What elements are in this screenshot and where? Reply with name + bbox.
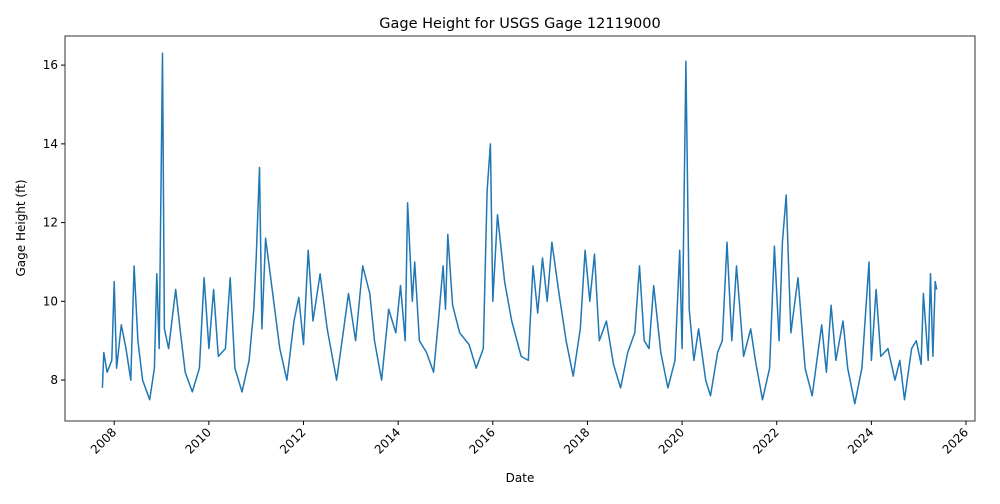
x-axis-label: Date bbox=[506, 471, 535, 485]
chart-title: Gage Height for USGS Gage 12119000 bbox=[379, 16, 660, 32]
plot-frame bbox=[64, 35, 976, 422]
y-tick-label: 14 bbox=[43, 137, 58, 151]
y-tick-label: 8 bbox=[50, 373, 58, 387]
y-tick-label: 16 bbox=[43, 58, 58, 72]
y-tick-label: 10 bbox=[43, 294, 58, 308]
y-tick-label: 12 bbox=[43, 216, 58, 230]
data-line bbox=[101, 52, 938, 405]
y-axis-label: Gage Height (ft) bbox=[14, 179, 28, 276]
